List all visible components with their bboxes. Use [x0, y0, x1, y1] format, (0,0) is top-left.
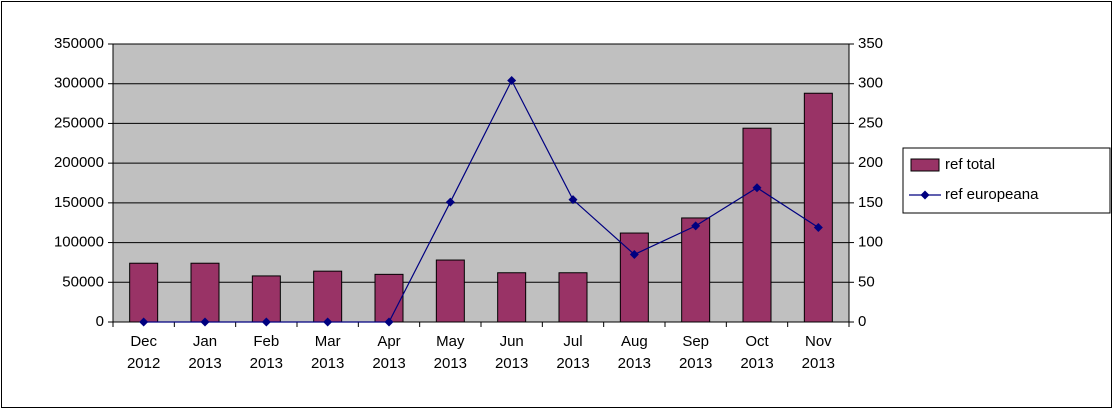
x-tick-label-line: Jan	[193, 333, 217, 350]
x-tick-label-line: 2013	[740, 355, 773, 372]
bar	[435, 259, 465, 323]
marker	[323, 317, 333, 327]
y-tick-label: 0	[96, 313, 104, 330]
y2-tick-label: 150	[858, 194, 883, 211]
legend-marker	[920, 190, 930, 200]
y2-tick-label: 300	[858, 75, 883, 92]
x-tick-label-line: Apr	[377, 333, 400, 350]
x-tick-label-line: Feb	[253, 333, 279, 350]
x-tick-label-line: 2013	[372, 355, 405, 372]
y2-tick-label: 0	[858, 313, 866, 330]
y-tick-label: 50000	[62, 273, 104, 290]
x-tick-label-line: 2013	[434, 355, 467, 372]
y2-tick-label: 100	[858, 234, 883, 251]
x-tick-label-line: Sep	[682, 333, 709, 350]
bar	[251, 275, 281, 323]
marker	[261, 317, 271, 327]
bar	[374, 273, 404, 323]
marker	[384, 317, 394, 327]
bar	[190, 262, 220, 323]
x-tick-label-line: 2013	[495, 355, 528, 372]
plot-area	[112, 43, 850, 323]
x-tick-label: Oct 2013	[740, 333, 773, 372]
marker	[691, 221, 701, 231]
x-tick-label-line: Dec	[130, 333, 157, 350]
x-tick-label-line: Jul	[563, 333, 582, 350]
y2-tick-label: 350	[858, 35, 883, 52]
bar	[313, 270, 343, 323]
x-tick-label: Sep 2013	[679, 333, 712, 372]
marker	[507, 76, 517, 86]
x-tick-label-line: 2012	[127, 355, 160, 372]
x-tick-label-line: Oct	[745, 333, 769, 350]
marker	[752, 183, 762, 193]
marker	[568, 195, 578, 205]
x-tick-label-line: 2013	[311, 355, 344, 372]
x-tick-label: May 2013	[434, 333, 467, 372]
x-tick-label-line: 2013	[679, 355, 712, 372]
x-tick-label: Aug 2013	[618, 333, 651, 372]
bar	[497, 272, 527, 323]
x-tick-label-line: Mar	[315, 333, 341, 350]
bar	[681, 217, 711, 323]
x-tick-label-line: May	[436, 333, 465, 350]
x-tick-label: Feb 2013	[250, 333, 283, 372]
y2-tick-label: 200	[858, 154, 883, 171]
y-tick-label: 350000	[54, 35, 104, 52]
x-tick-label: Jun 2013	[495, 333, 528, 372]
line	[143, 79, 819, 323]
x-tick-label-line: 2013	[188, 355, 221, 372]
marker	[629, 249, 639, 259]
legend-label: ref total	[945, 156, 995, 173]
y-tick-label: 300000	[54, 75, 104, 92]
marker	[813, 222, 823, 232]
marker	[139, 317, 149, 327]
x-tick-label-line: 2013	[250, 355, 283, 372]
x-tick-label: Dec 2012	[127, 333, 160, 372]
y2-tick-label: 50	[858, 273, 875, 290]
y-tick-label: 150000	[54, 194, 104, 211]
x-tick-label: Mar 2013	[311, 333, 344, 372]
x-tick-label-line: Nov	[805, 333, 832, 350]
legend-box	[902, 147, 1111, 214]
marker	[200, 317, 210, 327]
x-tick-label: Jan 2013	[188, 333, 221, 372]
bar	[129, 262, 159, 323]
y-tick-label: 250000	[54, 114, 104, 131]
legend-label: ref europeana	[945, 186, 1039, 203]
bar	[803, 92, 833, 323]
legend-swatch	[910, 158, 940, 172]
bar	[558, 272, 588, 323]
x-tick-label-line: 2013	[556, 355, 589, 372]
y-tick-label: 200000	[54, 154, 104, 171]
x-tick-label-line: Aug	[621, 333, 648, 350]
bar	[742, 127, 772, 323]
x-tick-label-line: Jun	[500, 333, 524, 350]
x-tick-label: Nov 2013	[802, 333, 835, 372]
x-tick-label: Jul 2013	[556, 333, 589, 372]
x-tick-label: Apr 2013	[372, 333, 405, 372]
bar	[619, 232, 649, 323]
x-tick-label-line: 2013	[618, 355, 651, 372]
y-tick-label: 100000	[54, 234, 104, 251]
x-tick-label-line: 2013	[802, 355, 835, 372]
marker	[445, 197, 455, 207]
y2-tick-label: 250	[858, 114, 883, 131]
